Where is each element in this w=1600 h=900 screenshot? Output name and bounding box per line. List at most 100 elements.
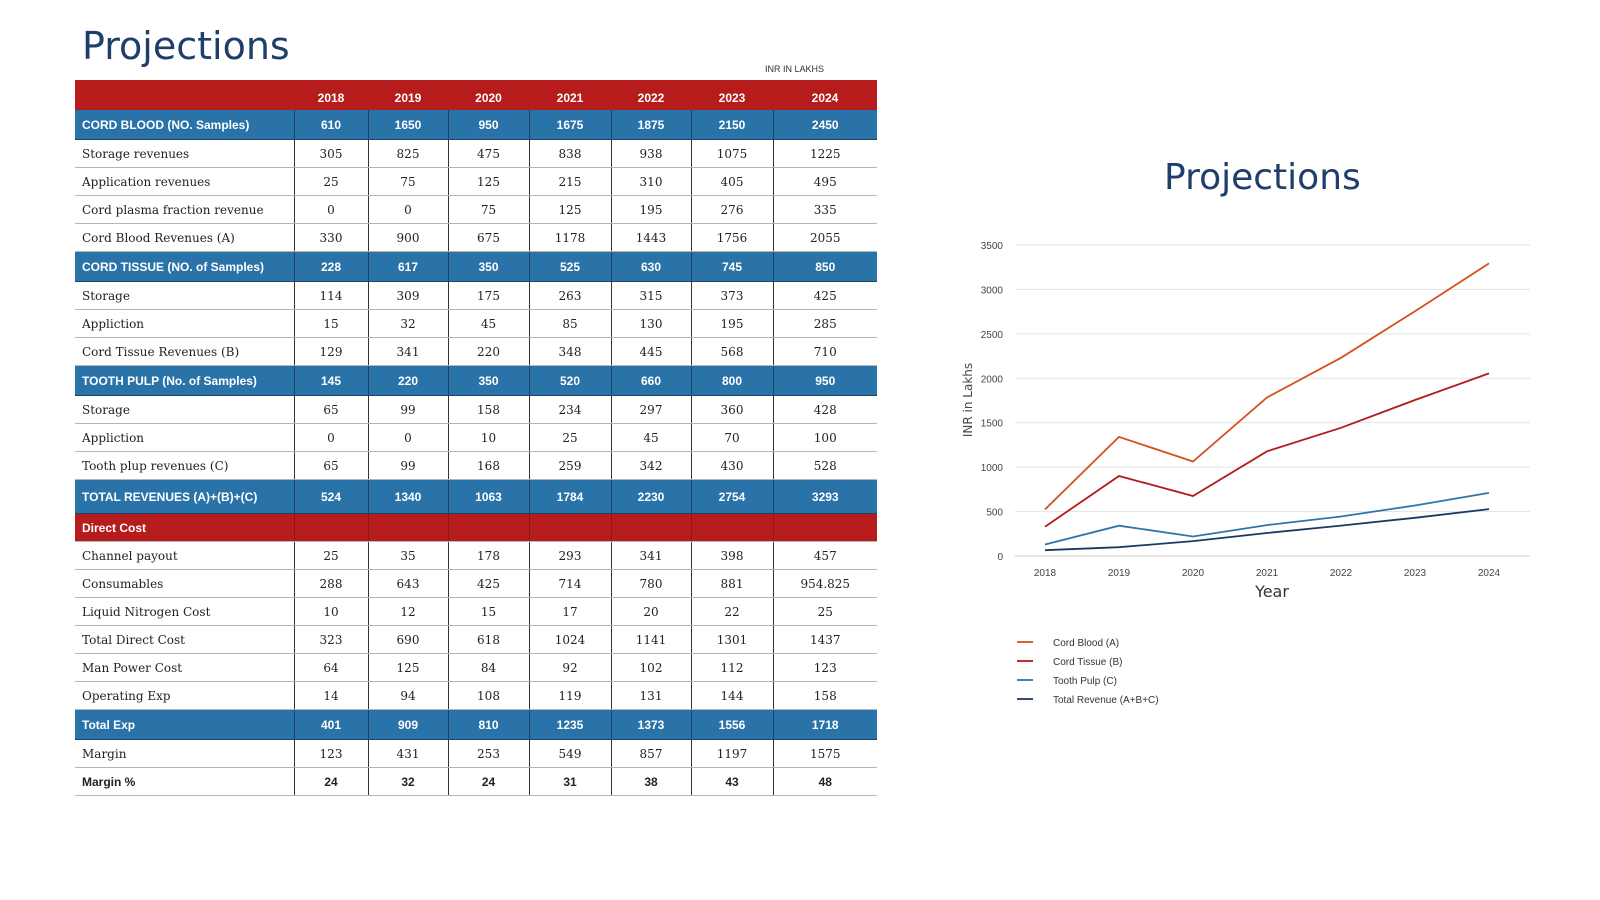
table-cell: 100 xyxy=(772,423,877,452)
table-cell: 1235 xyxy=(528,709,611,740)
table-cell: 950 xyxy=(772,365,877,396)
table-cell: 525 xyxy=(528,251,611,282)
table-cell: 99 xyxy=(367,395,448,424)
table-cell xyxy=(367,513,448,542)
table-cell: 48 xyxy=(772,767,877,796)
table-cell xyxy=(447,513,529,542)
table-cell: 84 xyxy=(447,653,529,682)
row-label: Cord plasma fraction revenue xyxy=(75,195,294,224)
x-tick-label: 2018 xyxy=(1034,568,1057,579)
row-label: Total Exp xyxy=(75,709,294,740)
table-cell: 360 xyxy=(690,395,773,424)
table-cell: 373 xyxy=(690,281,773,310)
table-cell: 610 xyxy=(293,110,368,140)
table-cell xyxy=(528,513,611,542)
legend-label: Cord Blood (A) xyxy=(1053,638,1119,649)
table-cell: 643 xyxy=(367,569,448,598)
chart-title: Projections xyxy=(1164,157,1361,198)
table-cell: 175 xyxy=(447,281,529,310)
year-header: 2023 xyxy=(691,80,773,110)
table-cell: 618 xyxy=(447,625,529,654)
table-cell: 1225 xyxy=(772,139,877,168)
y-tick-label: 1500 xyxy=(981,419,1004,430)
row-label: Channel payout xyxy=(75,541,294,570)
table-row: TOOTH PULP (No. of Samples) 145 220 350 520 6… xyxy=(75,365,877,396)
table-cell: 1373 xyxy=(610,709,691,740)
table-cell: 310 xyxy=(610,167,691,196)
table-cell: 195 xyxy=(610,195,691,224)
y-tick-label: 500 xyxy=(986,508,1003,519)
table-cell: 130 xyxy=(610,309,691,338)
table-cell: 158 xyxy=(447,395,529,424)
table-cell: 12 xyxy=(367,597,448,626)
table-cell: 305 xyxy=(293,139,368,168)
x-tick-label: 2021 xyxy=(1256,568,1279,579)
table-cell: 123 xyxy=(772,653,877,682)
table-row: Storage revenues 305 825 475 838 938 1075 1225 xyxy=(75,139,877,168)
table-row: Tooth plup revenues (C) 65 99 168 259 342 430 5… xyxy=(75,451,877,480)
table-cell: 1718 xyxy=(772,709,877,740)
table-cell: 475 xyxy=(447,139,529,168)
table-cell: 144 xyxy=(690,681,773,710)
year-header: 2022 xyxy=(611,80,691,110)
row-label: Cord Blood Revenues (A) xyxy=(75,223,294,252)
table-cell: 2055 xyxy=(772,223,877,252)
table-cell: 145 xyxy=(293,365,368,396)
x-tick-label: 2022 xyxy=(1330,568,1353,579)
table-cell: 288 xyxy=(293,569,368,598)
table-cell: 45 xyxy=(447,309,529,338)
table-cell: 259 xyxy=(528,451,611,480)
table-cell: 800 xyxy=(690,365,773,396)
legend-label: Cord Tissue (B) xyxy=(1053,657,1122,668)
table-header-row: 2018 2019 2020 2021 2022 2023 2024 xyxy=(75,80,877,110)
table-cell: 112 xyxy=(690,653,773,682)
table-cell: 276 xyxy=(690,195,773,224)
table-cell: 0 xyxy=(293,423,368,452)
table-cell: 342 xyxy=(610,451,691,480)
table-cell: 297 xyxy=(610,395,691,424)
table-cell: 15 xyxy=(447,597,529,626)
table-cell: 10 xyxy=(293,597,368,626)
table-cell: 85 xyxy=(528,309,611,338)
row-label: TOOTH PULP (No. of Samples) xyxy=(75,365,294,396)
table-cell: 32 xyxy=(367,767,448,796)
table-cell: 1141 xyxy=(610,625,691,654)
table-row: Channel payout 25 35 178 293 341 398 457 xyxy=(75,541,877,570)
row-label: Total Direct Cost xyxy=(75,625,294,654)
table-row: Cord Tissue Revenues (B) 129 341 220 348 445 5… xyxy=(75,337,877,366)
table-cell: 1437 xyxy=(772,625,877,654)
table-cell: 43 xyxy=(690,767,773,796)
table-cell: 520 xyxy=(528,365,611,396)
table-cell: 70 xyxy=(690,423,773,452)
table-cell: 341 xyxy=(367,337,448,366)
row-label: Storage xyxy=(75,395,294,424)
row-label: Direct Cost xyxy=(75,513,294,542)
y-tick-label: 3500 xyxy=(981,241,1004,252)
table-cell: 158 xyxy=(772,681,877,710)
table-cell: 524 xyxy=(293,479,368,514)
row-label: TOTAL REVENUES (A)+(B)+(C) xyxy=(75,479,294,514)
year-header: 2020 xyxy=(448,80,529,110)
projections-table: 2018 2019 2020 2021 2022 2023 2024 CORD BLOOD … xyxy=(75,80,877,796)
table-row: Cord Blood Revenues (A) 330 900 675 1178 1443… xyxy=(75,223,877,252)
table-cell: 330 xyxy=(293,223,368,252)
table-cell: 431 xyxy=(367,739,448,768)
table-cell: 99 xyxy=(367,451,448,480)
table-cell: 528 xyxy=(772,451,877,480)
series-line xyxy=(1044,262,1490,511)
table-row: Cord plasma fraction revenue 0 0 75 125 195 27… xyxy=(75,195,877,224)
table-cell: 1340 xyxy=(367,479,448,514)
row-label: Operating Exp xyxy=(75,681,294,710)
x-tick-label: 2020 xyxy=(1182,568,1205,579)
table-cell: 10 xyxy=(447,423,529,452)
row-label: CORD BLOOD (NO. Samples) xyxy=(75,110,294,140)
table-cell: 1024 xyxy=(528,625,611,654)
table-row: Margin % 24 32 24 31 38 43 48 xyxy=(75,767,877,796)
table-cell: 950 xyxy=(447,110,529,140)
table-cell: 2230 xyxy=(610,479,691,514)
table-cell: 350 xyxy=(447,251,529,282)
table-cell: 710 xyxy=(772,337,877,366)
x-tick-label: 2023 xyxy=(1404,568,1427,579)
table-cell: 22 xyxy=(690,597,773,626)
